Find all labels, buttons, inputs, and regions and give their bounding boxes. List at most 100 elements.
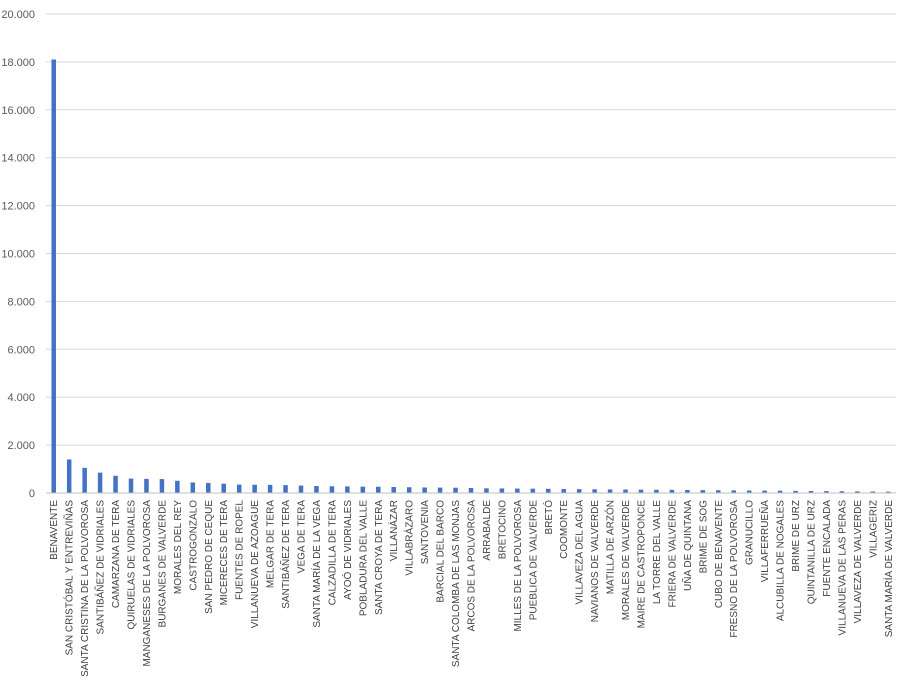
x-tick-label: CAMARZANA DE TERA: [111, 500, 122, 608]
bar: [190, 482, 196, 493]
bar: [839, 491, 845, 493]
x-tick-label: SANTA CRISTINA DE LA POLVOROSA: [80, 500, 91, 677]
bar: [468, 487, 474, 493]
x-tick-label: MORALES DE VALVERDE: [621, 500, 632, 621]
x-tick-label: SANTA MARÍA DE VALVERDE: [882, 500, 895, 638]
bar: [855, 491, 860, 493]
bar: [267, 484, 273, 493]
bar: [66, 459, 72, 493]
bar: [700, 490, 706, 493]
x-tick-label: SANTIBÁÑEZ DE TERA: [279, 500, 292, 609]
x-tick-label: BRETÓ: [542, 500, 555, 535]
x-tick-label: MILLES DE LA POLVOROSA: [513, 500, 524, 632]
x-tick-label: ARRABALDE: [482, 500, 493, 561]
x-tick-label: SANTA CROYA DE TERA: [374, 500, 385, 615]
bar: [762, 490, 767, 493]
y-tick-label: 0: [29, 488, 35, 500]
bar: [638, 489, 644, 493]
y-tick-label: 12.000: [1, 201, 35, 213]
bar: [886, 491, 891, 493]
x-tick-label: VILLABRÁZARO: [403, 500, 416, 576]
y-tick-label: 4.000: [7, 392, 35, 404]
bar: [561, 489, 566, 493]
x-axis-tick-labels: BENAVENTE SAN CRISTÓBAL Y ENTREVIÑAS SANTA…: [49, 500, 895, 677]
x-tick-label: MATILLA DE ARZÓN: [604, 500, 617, 594]
bar: [406, 487, 412, 493]
x-tick-label: MELGAR DE TERA: [266, 500, 277, 588]
bar: [623, 489, 628, 493]
bar: [777, 490, 783, 493]
x-tick-label: SANTOVENIA: [420, 500, 431, 565]
bar: [298, 485, 304, 493]
x-tick-label: BRIME DE URZ: [791, 500, 802, 572]
y-tick-label: 10.000: [1, 249, 35, 261]
bar: [808, 490, 814, 493]
bar: [607, 489, 613, 493]
bar: [144, 478, 149, 493]
bar: [453, 487, 458, 493]
bar: [654, 489, 659, 493]
x-tick-label: BARCIAL DEL BARCO: [436, 500, 447, 603]
x-tick-label: FUENTES DE ROPEL: [235, 500, 246, 600]
bar: [484, 488, 489, 493]
x-tick-label: FRIERA DE VALVERDE: [667, 500, 678, 608]
bar: [530, 488, 536, 493]
x-tick-label: BRETOCINO: [497, 500, 508, 559]
bar: [314, 486, 319, 493]
x-tick-label: VILLANUEVA DE AZOAGUE: [250, 500, 261, 629]
bar: [731, 490, 736, 493]
y-tick-label: 16.000: [1, 105, 35, 117]
x-tick-label: FUENTE ENCALADA: [822, 500, 833, 597]
bar: [685, 490, 690, 493]
x-tick-label: CALZADILLA DE TERA: [327, 500, 338, 606]
x-tick-label: MANGANESES DE LA POLVOROSA: [142, 500, 153, 667]
x-tick-label: QUINTANILLA DE URZ: [807, 500, 818, 604]
x-tick-label: BURGANES DE VALVERDE: [157, 500, 168, 628]
x-tick-label: SANTIBÁÑEZ DE VIDRIALES: [94, 500, 107, 635]
y-axis-tick-labels: 0 2.000 4.000 6.000 8.000 10.000 12.000 14.000 1…: [1, 9, 35, 500]
x-tick-label: QUIRUELAS DE VIDRIALES: [127, 500, 138, 630]
bar: [329, 486, 335, 493]
y-tick-label: 6.000: [7, 344, 35, 356]
x-tick-label: PUEBLICA DE VALVERDE: [528, 500, 539, 621]
x-tick-label: VILLAGERIZ: [868, 500, 879, 558]
x-tick-label: VEGA DE TERA: [297, 500, 308, 574]
bar: [236, 484, 242, 493]
x-tick-label: SAN PEDRO DE CEQUE: [204, 500, 215, 614]
x-tick-label: VILLAVEZA DE VALVERDE: [853, 500, 864, 624]
gridlines: [46, 13, 896, 446]
bar: [437, 487, 443, 493]
x-tick-label: SANTA MARÍA DE LA VEGA: [310, 500, 323, 628]
x-tick-label: VILLAFERRUEÑA: [758, 500, 771, 583]
bar: [746, 490, 752, 493]
y-tick-label: 2.000: [7, 440, 35, 452]
bar: [546, 488, 551, 493]
bar: [422, 487, 427, 493]
x-tick-label: VILLANUEVA DE LAS PERAS: [837, 500, 848, 636]
bar: [824, 491, 829, 493]
bar: [175, 480, 180, 493]
x-tick-label: FRESNO DE LA POLVOROSA: [729, 500, 740, 638]
bar: [51, 59, 56, 493]
x-tick-label: NAVIANOS DE VALVERDE: [590, 500, 601, 623]
x-tick-label: CASTROGONZALO: [188, 500, 199, 591]
x-tick-label: ARCOS DE LA POLVOROSA: [467, 500, 478, 632]
bar: [669, 489, 675, 493]
bar: [515, 488, 520, 493]
bar: [283, 485, 288, 493]
bar: [499, 488, 505, 493]
y-tick-label: 8.000: [7, 296, 35, 308]
bar: [870, 491, 876, 493]
y-tick-label: 14.000: [1, 153, 35, 165]
bar: [576, 489, 582, 493]
bar: [221, 483, 226, 493]
x-tick-label: ALCUBILLA DE NOGALES: [776, 500, 787, 621]
bar: [206, 482, 211, 493]
bar: [252, 484, 257, 493]
x-tick-label: SAN CRISTÓBAL Y ENTREVIÑAS: [63, 500, 76, 656]
x-tick-label: CUBO DE BENAVENTE: [714, 500, 725, 608]
bar: [793, 490, 798, 493]
bar: [97, 472, 103, 493]
x-tick-label: AYOÓ DE VIDRIALES: [341, 500, 354, 600]
